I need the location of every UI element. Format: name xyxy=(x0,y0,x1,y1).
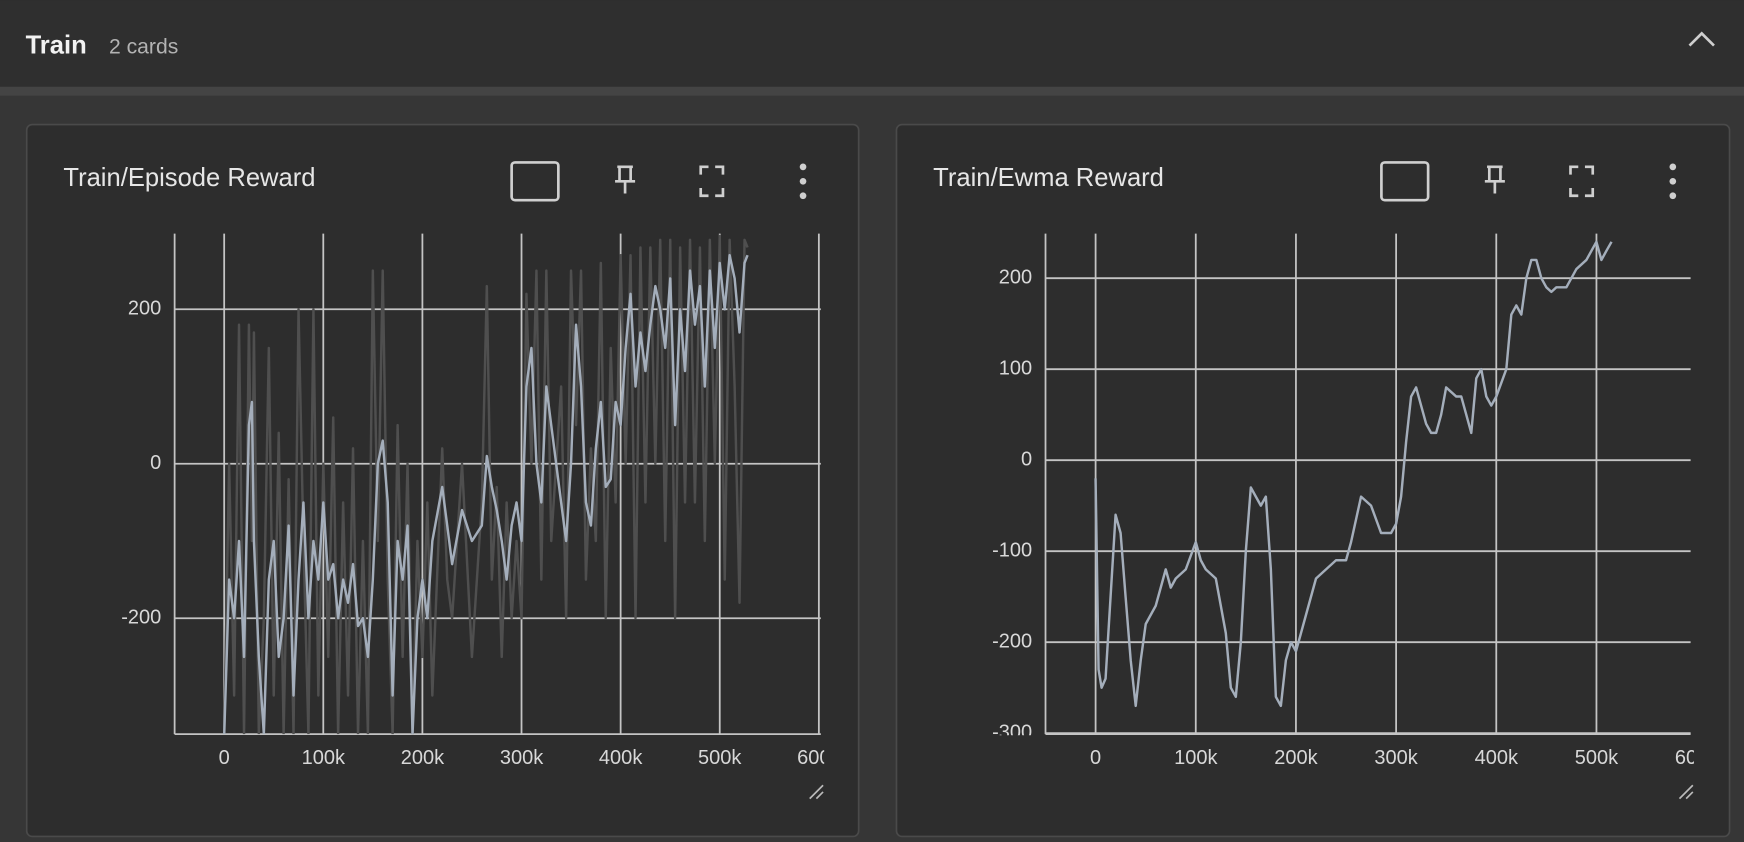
menu-dot[interactable] xyxy=(799,192,807,200)
x-tick-label: 400k xyxy=(599,747,643,769)
x-tick-label: 500k xyxy=(698,747,742,769)
pin-button[interactable] xyxy=(615,165,636,194)
pin-button[interactable] xyxy=(1484,165,1505,194)
x-tick-label: 300k xyxy=(1374,747,1418,769)
x-tick-label: 0 xyxy=(1090,747,1101,769)
y-tick-label: -100 xyxy=(992,539,1032,561)
y-tick-label: -200 xyxy=(121,607,161,629)
x-tick-label: 200k xyxy=(401,747,445,769)
y-tick-label: 200 xyxy=(999,266,1032,288)
y-tick-labels: -200 0 200 xyxy=(121,298,161,629)
y-tick-label: 200 xyxy=(128,298,161,320)
series-line xyxy=(223,234,749,735)
series-line xyxy=(1094,240,1613,708)
fullscreen-button[interactable] xyxy=(1569,165,1595,198)
x-tick-label: 400k xyxy=(1475,747,1519,769)
x-tick-labels: 0 100k 200k 300k 400k 500k 600k xyxy=(1090,747,1719,769)
x-tick-label: 600k xyxy=(1675,747,1719,769)
y-tick-label: -200 xyxy=(992,630,1032,652)
fullscreen-button[interactable] xyxy=(699,165,725,198)
x-tick-label: 0 xyxy=(219,747,230,769)
series-line xyxy=(223,253,749,735)
group-count: 2 cards xyxy=(109,35,178,58)
menu-dot[interactable] xyxy=(799,177,807,185)
menu-dot[interactable] xyxy=(1669,192,1677,200)
card-title: Train/Ewma Reward xyxy=(933,164,1164,192)
group-title: Train xyxy=(26,31,87,59)
resize-handle[interactable] xyxy=(809,784,824,800)
menu-dot[interactable] xyxy=(799,163,807,171)
card-title: Train/Episode Reward xyxy=(63,164,315,192)
x-tick-labels: 0 100k 200k 300k 400k 500k 600k xyxy=(219,747,841,769)
y-tick-labels: -300 -200 -100 0 100 200 xyxy=(992,266,1032,743)
resize-handle[interactable] xyxy=(1678,784,1694,800)
y-tick-label: 0 xyxy=(1021,448,1032,470)
x-tick-label: 500k xyxy=(1575,747,1619,769)
y-tick-label: 0 xyxy=(150,452,161,474)
y-tick-label: 100 xyxy=(999,357,1032,379)
y-tick-label: -300 xyxy=(992,721,1032,743)
menu-dot[interactable] xyxy=(1669,163,1677,171)
x-tick-label: 600k xyxy=(797,747,841,769)
x-tick-label: 100k xyxy=(1174,747,1218,769)
collapse-button[interactable] xyxy=(1688,31,1715,47)
card-background xyxy=(895,123,1731,838)
fit-domain-button[interactable] xyxy=(510,161,560,202)
x-tick-label: 200k xyxy=(1274,747,1318,769)
x-tick-label: 100k xyxy=(302,747,346,769)
chart-card: Train/Episode Reward -200 0 200 0 100k 200k 300… xyxy=(25,123,860,838)
fit-domain-button[interactable] xyxy=(1380,161,1430,202)
chart-card: Train/Ewma Reward -300 -200 -100 0 100 200 0 100… xyxy=(895,123,1731,838)
plot-lines xyxy=(223,234,749,735)
plot-lines xyxy=(1094,240,1613,708)
header-shadow xyxy=(0,86,1744,96)
header-bar xyxy=(0,0,1744,87)
menu-dot[interactable] xyxy=(1669,177,1677,185)
x-tick-label: 300k xyxy=(500,747,544,769)
